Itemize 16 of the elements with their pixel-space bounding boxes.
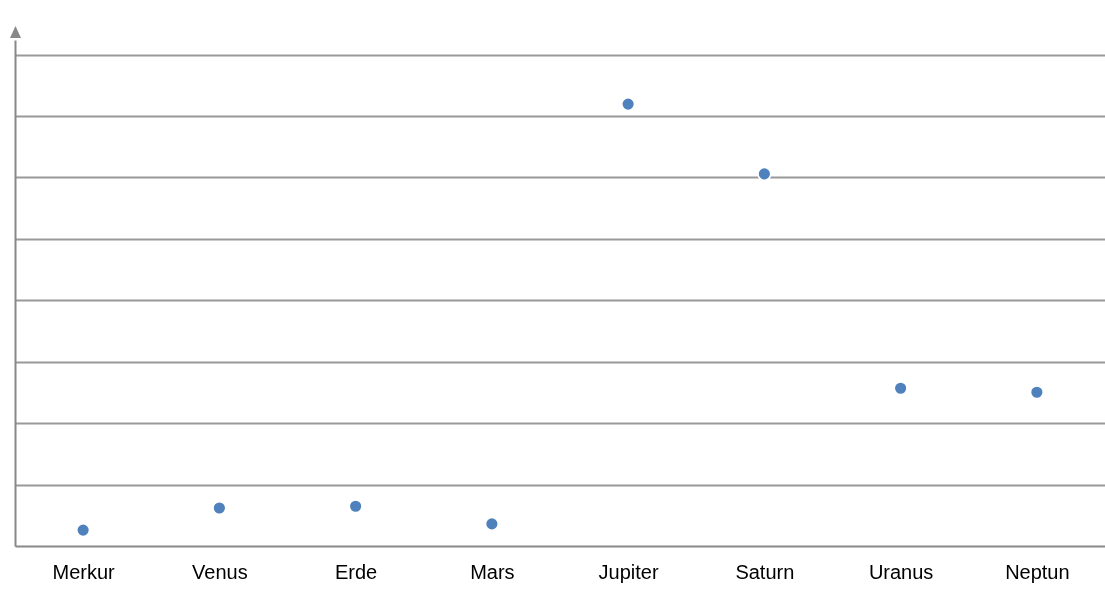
point: [621, 97, 636, 112]
point: [757, 166, 772, 181]
x-tick-label: Merkur: [52, 560, 116, 583]
x-tick-label: Jupiter: [598, 560, 659, 583]
point: [76, 523, 91, 538]
point: [893, 381, 908, 396]
point: [1029, 385, 1044, 400]
point: [348, 499, 363, 514]
x-tick-label: Venus: [192, 560, 248, 583]
x-tick-label: Erde: [335, 560, 378, 583]
x-tick-label: Uranus: [868, 560, 934, 583]
x-tick-label: Mars: [470, 560, 515, 583]
x-tick-label: Saturn: [735, 560, 795, 583]
x-tick-label: Neptun: [1005, 560, 1070, 583]
point: [212, 500, 227, 516]
point: [484, 516, 499, 531]
